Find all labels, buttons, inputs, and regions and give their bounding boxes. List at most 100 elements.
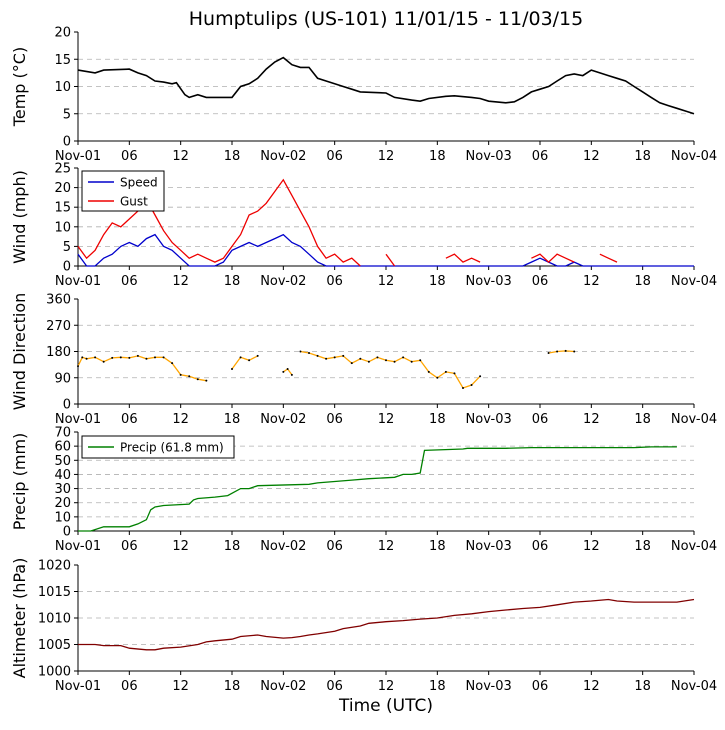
- x-tick-label: 12: [583, 274, 600, 289]
- x-tick-label: 18: [634, 274, 651, 289]
- y-tick-label: 50: [54, 454, 71, 469]
- data-point: [231, 368, 233, 370]
- y-tick-label: 20: [54, 496, 71, 511]
- data-point: [410, 360, 413, 363]
- x-tick-label: 12: [172, 274, 189, 289]
- series-line-speed: [77, 233, 694, 267]
- series-line-direction_line: [231, 355, 258, 370]
- data-point: [256, 354, 259, 357]
- data-point: [367, 360, 370, 363]
- x-tick-label: 18: [429, 679, 446, 694]
- data-point: [444, 370, 447, 373]
- data-point: [162, 356, 165, 359]
- x-tick-label: 18: [429, 539, 446, 554]
- y-tick-label: 360: [46, 293, 71, 308]
- series-line-direction_line: [77, 355, 207, 382]
- y-tick-label: 40: [54, 468, 71, 483]
- x-tick-label: Nov-03: [466, 274, 512, 289]
- data-point: [196, 378, 199, 381]
- y-tick-label: 10: [54, 510, 71, 525]
- data-point: [385, 359, 387, 362]
- y-tick-label: 1005: [38, 638, 71, 653]
- x-tick-label: Nov-01: [55, 539, 101, 554]
- y-tick-label: 90: [54, 371, 71, 386]
- y-tick-label: 1020: [38, 559, 71, 574]
- x-tick-label: Nov-04: [671, 149, 717, 164]
- data-point: [111, 356, 114, 359]
- data-point: [94, 356, 97, 359]
- y-tick-label: 1000: [38, 665, 71, 680]
- data-point: [393, 360, 396, 363]
- x-tick-label: Nov-04: [671, 274, 717, 289]
- legend-label-gust: Gust: [120, 195, 148, 209]
- data-point: [136, 354, 139, 357]
- x-tick-label: 12: [172, 539, 189, 554]
- y-tick-label: 25: [54, 162, 71, 177]
- data-point: [316, 354, 319, 357]
- data-point: [85, 357, 88, 360]
- y-axis-label: Wind Direction: [10, 293, 29, 411]
- x-tick-label: Nov-01: [55, 412, 101, 427]
- x-tick-label: 18: [634, 539, 651, 554]
- data-point: [325, 357, 328, 360]
- x-tick-label: 06: [532, 149, 549, 164]
- x-tick-label: 12: [172, 679, 189, 694]
- panel-2: 0 5 10 15 20 25 Nov-01 06 12 18 Nov-02 06 12 18 Nov-03…: [10, 162, 717, 290]
- x-tick-label: 18: [429, 412, 446, 427]
- legend-label-speed: Speed: [120, 176, 158, 190]
- x-tick-label: Nov-02: [260, 274, 306, 289]
- legend: Speed Gust: [81, 170, 165, 212]
- data-point: [462, 386, 464, 389]
- x-tick-label: 12: [583, 539, 600, 554]
- chart-title: Humptulips (US-101) 11/01/15 - 11/03/15: [189, 8, 584, 30]
- x-tick-label: 06: [326, 679, 343, 694]
- series-line-temp: [77, 56, 695, 115]
- data-point: [564, 349, 567, 352]
- data-point: [77, 365, 79, 368]
- y-tick-label: 10: [54, 80, 71, 95]
- x-tick-label: 06: [121, 274, 138, 289]
- data-point: [282, 370, 285, 373]
- x-tick-label: 06: [532, 679, 549, 694]
- x-tick-label: 06: [326, 539, 343, 554]
- x-tick-label: 12: [172, 412, 189, 427]
- data-point: [547, 351, 550, 354]
- y-tick-label: 5: [63, 107, 71, 122]
- x-tick-label: Nov-01: [55, 274, 101, 289]
- y-tick-label: 5: [63, 240, 71, 255]
- data-point: [470, 384, 473, 387]
- x-tick-label: 06: [121, 149, 138, 164]
- x-tick-label: 12: [172, 149, 189, 164]
- x-axis-label: Time (UTC): [338, 696, 433, 716]
- data-point: [179, 373, 182, 376]
- data-point: [128, 356, 131, 359]
- y-tick-label: 1010: [38, 612, 71, 627]
- series-line-direction_line: [300, 350, 481, 389]
- y-tick-label: 30: [54, 482, 71, 497]
- data-point: [436, 376, 439, 379]
- data-point: [427, 370, 430, 373]
- y-tick-label: 10: [54, 220, 71, 235]
- y-tick-label: 60: [54, 440, 71, 455]
- x-tick-label: Nov-02: [260, 149, 306, 164]
- data-point: [102, 360, 105, 363]
- x-tick-label: Nov-01: [55, 149, 101, 164]
- x-tick-label: Nov-04: [671, 679, 717, 694]
- series-line-gust: [385, 253, 396, 267]
- y-axis-label: Precip (mm): [10, 433, 29, 531]
- data-point: [479, 375, 482, 378]
- x-tick-label: 18: [429, 149, 446, 164]
- x-tick-label: Nov-03: [466, 679, 512, 694]
- series-line-gust: [599, 253, 618, 263]
- series-line-precip: [78, 446, 677, 532]
- data-point: [402, 356, 405, 359]
- x-tick-label: 18: [634, 149, 651, 164]
- x-tick-label: 18: [634, 412, 651, 427]
- x-tick-label: 06: [326, 412, 343, 427]
- x-tick-label: 18: [224, 149, 241, 164]
- y-axis-label: Wind (mph): [10, 170, 29, 264]
- x-tick-label: Nov-02: [260, 539, 306, 554]
- y-tick-label: 0: [63, 135, 71, 150]
- x-tick-label: Nov-02: [260, 412, 306, 427]
- y-axis-label: Altimeter (hPa): [10, 558, 29, 679]
